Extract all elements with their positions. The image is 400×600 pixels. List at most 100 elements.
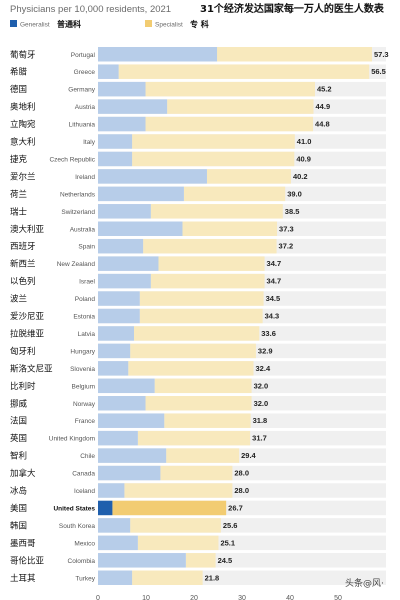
legend-label-specialist-cn: 专 科 <box>190 19 209 29</box>
total-value-label: 34.7 <box>267 259 282 268</box>
specialist-bar <box>132 151 295 167</box>
x-tick-label: 10 <box>142 595 150 600</box>
country-name-en: New Zealand <box>57 261 96 268</box>
total-value-label: 39.0 <box>287 189 302 198</box>
specialist-bar <box>160 465 233 481</box>
specialist-bar <box>217 47 372 62</box>
generalist-bar <box>98 448 167 463</box>
country-row: 意大利 Italy 41.0 <box>10 134 386 149</box>
total-value-label: 29.4 <box>241 451 256 460</box>
country-row: 奥地利 Austria 44.9 <box>10 99 386 114</box>
legend-swatch-generalist <box>10 20 17 27</box>
country-name-cn: 比利时 <box>10 381 36 392</box>
total-value-label: 34.7 <box>267 277 282 286</box>
country-name-cn: 拉脱维亚 <box>10 328 45 339</box>
country-name-cn: 捷克 <box>10 154 28 165</box>
generalist-bar <box>98 518 131 533</box>
specialist-bar <box>183 186 286 202</box>
country-row: 英国 United Kingdom 31.7 <box>10 430 386 446</box>
generalist-bar <box>98 134 133 149</box>
generalist-bar <box>98 500 113 516</box>
total-value-label: 45.2 <box>317 85 332 94</box>
specialist-bar <box>132 134 295 149</box>
generalist-bar <box>98 204 151 219</box>
specialist-bar <box>185 553 216 568</box>
generalist-bar <box>98 221 183 236</box>
country-row: 以色列 Israel 34.7 <box>10 273 386 289</box>
country-name-en: Austria <box>75 104 96 111</box>
legend-label-specialist-en: Specialist <box>155 22 183 29</box>
country-row: 波兰 Poland 34.5 <box>10 291 386 306</box>
country-row: 拉脱维亚 Latvia 33.6 <box>10 326 386 341</box>
country-name-cn: 新西兰 <box>10 259 36 270</box>
total-value-label: 32.0 <box>254 399 269 408</box>
country-row: 西班牙 Spain 37.2 <box>10 238 386 254</box>
country-name-cn: 德国 <box>10 84 27 95</box>
country-row: 新西兰 New Zealand 34.7 <box>10 256 386 271</box>
country-name-cn: 澳大利亚 <box>10 224 45 235</box>
country-name-en: Colombia <box>68 558 96 565</box>
generalist-bar <box>98 378 155 394</box>
country-name-en: Chile <box>80 453 95 460</box>
chart-title-cn: 31个经济发达国家每一万人的医生人数表 <box>200 2 385 15</box>
country-name-cn: 荷兰 <box>10 189 27 200</box>
country-row: 立陶宛 Lithuania 44.8 <box>10 116 386 132</box>
specialist-bar <box>134 326 260 341</box>
generalist-bar <box>98 47 218 62</box>
country-row: 希腊 Greece 56.5 <box>10 64 386 79</box>
country-name-en: Poland <box>75 296 96 303</box>
specialist-bar <box>112 500 227 516</box>
country-name-en: Lithuania <box>69 122 96 129</box>
country-name-cn: 加拿大 <box>10 468 36 479</box>
specialist-bar <box>130 518 221 533</box>
specialist-bar <box>118 64 370 79</box>
specialist-bar <box>137 535 219 551</box>
country-row: 冰岛 Iceland 28.0 <box>10 483 386 498</box>
country-row: 法国 France 31.8 <box>10 413 386 428</box>
x-tick-label: 30 <box>238 595 246 600</box>
country-name-en: Norway <box>73 401 96 408</box>
country-name-cn: 希腊 <box>10 67 28 78</box>
country-row: 捷克 Czech Republic 40.9 <box>10 151 386 167</box>
x-tick-label: 20 <box>190 595 198 600</box>
country-row: 韩国 South Korea 25.6 <box>10 518 386 533</box>
generalist-bar <box>98 64 119 79</box>
generalist-bar <box>98 570 133 585</box>
total-value-label: 37.2 <box>279 242 294 251</box>
x-tick-label: 0 <box>96 595 100 600</box>
specialist-bar <box>182 221 278 236</box>
country-row: 美国 United States 26.7 <box>10 500 386 516</box>
total-value-label: 31.7 <box>252 434 267 443</box>
legend-swatch-specialist <box>145 20 152 27</box>
country-name-en: South Korea <box>59 523 96 530</box>
generalist-bar <box>98 308 140 324</box>
generalist-bar <box>98 273 151 289</box>
total-value-label: 57.3 <box>374 50 389 59</box>
country-row: 爱沙尼亚 Estonia 34.3 <box>10 308 386 324</box>
country-name-cn: 斯洛文尼亚 <box>10 363 53 374</box>
country-name-cn: 匈牙利 <box>10 346 36 357</box>
total-value-label: 21.8 <box>205 573 220 582</box>
country-name-cn: 哥伦比亚 <box>10 555 45 566</box>
country-row: 土耳其 Turkey 21.8 <box>10 570 386 585</box>
country-row: 加拿大 Canada 28.0 <box>10 465 386 481</box>
country-name-cn: 立陶宛 <box>10 119 36 130</box>
specialist-bar <box>154 378 252 394</box>
country-name-cn: 冰岛 <box>10 486 27 497</box>
country-name-cn: 奥地利 <box>10 102 36 113</box>
country-name-en: Spain <box>78 244 95 251</box>
country-name-en: Netherlands <box>60 191 96 198</box>
generalist-bar <box>98 116 146 132</box>
specialist-bar <box>158 256 265 271</box>
generalist-bar <box>98 169 207 184</box>
country-row: 德国 Germany 45.2 <box>10 81 386 97</box>
total-value-label: 40.2 <box>293 172 308 181</box>
total-value-label: 34.3 <box>265 312 280 321</box>
country-row: 智利 Chile 29.4 <box>10 448 386 463</box>
specialist-bar <box>124 483 233 498</box>
legend-label-generalist-en: Generalist <box>20 22 50 29</box>
total-value-label: 56.5 <box>371 67 386 76</box>
country-row: 挪威 Norway 32.0 <box>10 396 386 411</box>
generalist-bar <box>98 413 165 428</box>
country-name-en: Estonia <box>73 314 95 321</box>
